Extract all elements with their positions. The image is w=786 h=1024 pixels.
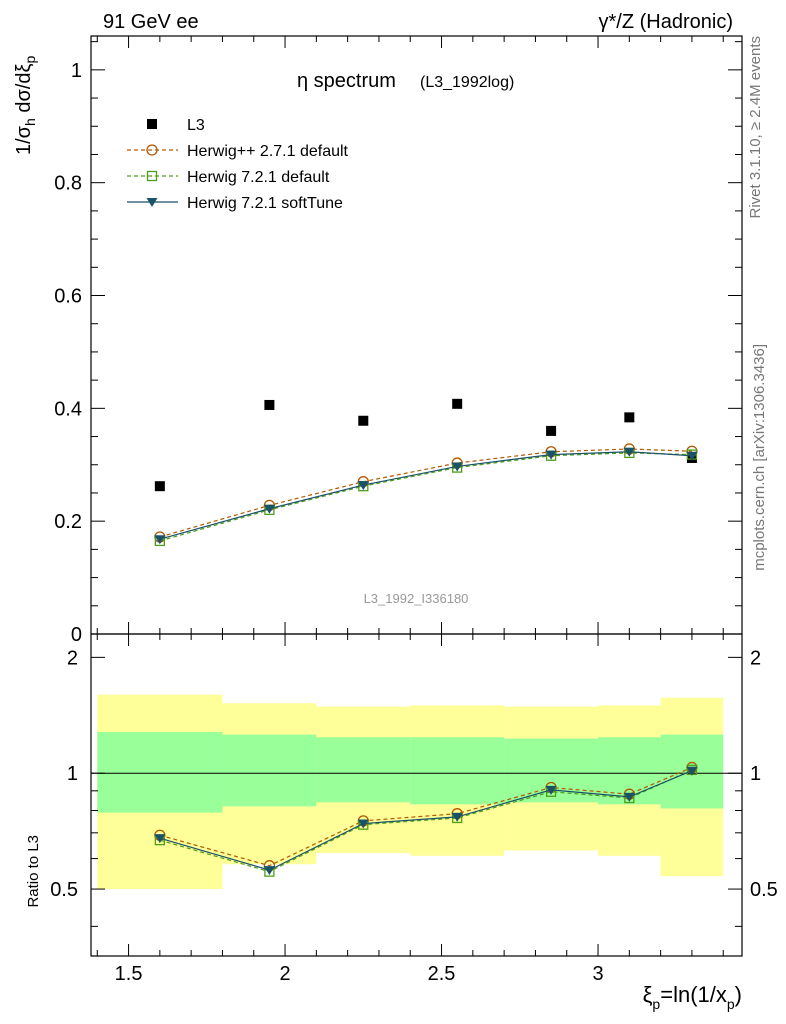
ratio-y-tick-label: 2 [67, 647, 78, 669]
main-y-axis-label: 1/σh dσ/dξp [13, 56, 38, 156]
ratio-point-herwig-7-2-1-softtune [357, 819, 369, 829]
main-point-herwig-7-2-1-softtune [357, 481, 369, 491]
ratio-y-tick-label-right: 0.5 [750, 879, 778, 901]
header-right-label: γ*/Z (Hadronic) [599, 11, 733, 33]
main-line-herwig-7-2-1-softtune [159, 451, 692, 540]
ratio-point-herwig-7-2-1-softtune [154, 834, 166, 844]
ratio-frame [90, 633, 743, 957]
main-title-text: η spectrum [297, 70, 396, 92]
ratio-point-herwig-7-2-1-softtune [623, 792, 635, 802]
ratio-x-ticks: 1.5 2 2.5 3 [96, 634, 724, 985]
ratio-band-green [410, 737, 505, 805]
main-point-herwig-7-2-1-softtune [154, 535, 166, 545]
main-point-l3 [358, 415, 369, 426]
main-point-l3 [624, 412, 635, 423]
main-point-l3 [452, 398, 463, 409]
x-axis-label: ξp=ln(1/xp) [643, 982, 742, 1012]
header-left-label: 91 GeV ee [103, 11, 199, 33]
legend-marker-herwig-2-7-1-default [146, 144, 158, 156]
ratio-point-herwig-7-2-1-softtune [451, 812, 463, 822]
y-tick-label: 1 [71, 60, 82, 82]
main-point-herwig-7-2-1-softtune [263, 504, 275, 514]
legend-label-l3: L3 [187, 117, 205, 134]
legend-marker-herwig-7-2-1-default [146, 170, 158, 182]
legend: L3 Herwig++ 2.7.1 default Herwig 7.2.1 def… [127, 117, 349, 212]
legend-label-herwig-7-2-1-default: Herwig 7.2.1 default [187, 169, 330, 186]
mcplots-label: mcplots.cern.ch [arXiv:1306.3436] [751, 344, 768, 571]
legend-label-herwig-7-2-1-softtune: Herwig 7.2.1 softTune [187, 195, 343, 212]
main-point-l3 [154, 481, 165, 492]
main-line-herwig-2-7-1-default [159, 448, 692, 538]
main-point-herwig-7-2-1-softtune [451, 462, 463, 472]
main-watermark-group: L3_1992_I336180 [364, 591, 469, 606]
x-tick-label: 2 [279, 963, 290, 985]
legend-marker-herwig-7-2-1-softtune [146, 198, 158, 207]
ratio-band-green [316, 737, 411, 803]
ratio-band-green [222, 734, 317, 807]
legend-label-herwig-2-7-1-default: Herwig++ 2.7.1 default [187, 143, 349, 160]
ratio-point-herwig-7-2-1-softtune [686, 766, 698, 776]
main-point-herwig-7-2-1-softtune [686, 451, 698, 461]
y-tick-label: 0.6 [54, 286, 82, 308]
ratio-y-tick-label-right: 1 [750, 763, 761, 785]
ratio-y-tick-label: 1 [67, 763, 78, 785]
legend-marker-l3 [147, 119, 157, 129]
ratio-band-green [97, 731, 223, 813]
ratio-series-group [154, 761, 698, 877]
ratio-y-tick-label: 0.5 [50, 879, 78, 901]
x-tick-label: 1.5 [115, 963, 143, 985]
main-point-herwig-7-2-1-softtune [545, 450, 557, 460]
main-point-l3 [264, 399, 275, 410]
rivet-label: Rivet 3.1.10, ≥ 2.4M events [747, 36, 764, 219]
ratio-y-ticks: 0.5 0.5 1 1 2 2 [50, 647, 778, 927]
y-tick-label: 0 [71, 624, 82, 646]
ratio-y-tick-label-right: 2 [750, 647, 761, 669]
y-tick-label: 0.2 [54, 511, 82, 533]
main-x-ticks [96, 36, 724, 634]
y-tick-label: 0.8 [54, 173, 82, 195]
x-tick-label: 3 [592, 963, 603, 985]
main-y-axis-label-text: 1/σh dσ/dξp [13, 56, 38, 156]
main-series-group [154, 398, 698, 547]
ratio-panel: 0.5 0.5 1 1 2 2 1.5 2 2.5 3 Ratio to L3 ξp=ln(1/… [25, 633, 778, 1012]
x-tick-label: 2.5 [428, 963, 456, 985]
main-y-ticks: 0 0.2 0.4 0.6 0.8 1 [54, 41, 742, 646]
main-watermark: L3_1992_I336180 [364, 591, 469, 606]
main-line-herwig-7-2-1-default [159, 452, 692, 542]
y-tick-label: 0.4 [54, 398, 82, 420]
main-point-l3 [546, 425, 557, 436]
ratio-y-axis-label: Ratio to L3 [25, 835, 42, 908]
main-point-herwig-7-2-1-softtune [623, 447, 635, 457]
ratio-point-herwig-7-2-1-softtune [263, 866, 275, 876]
ratio-point-herwig-7-2-1-softtune [545, 785, 557, 795]
main-title-suffix: (L3_1992log) [420, 74, 514, 91]
main-title: η spectrum (L3_1992log) [297, 70, 514, 92]
main-panel: L3_1992_I336180 0 0.2 0.4 0.6 0.8 1 η spectru… [13, 35, 743, 646]
ratio-bands [97, 694, 724, 890]
